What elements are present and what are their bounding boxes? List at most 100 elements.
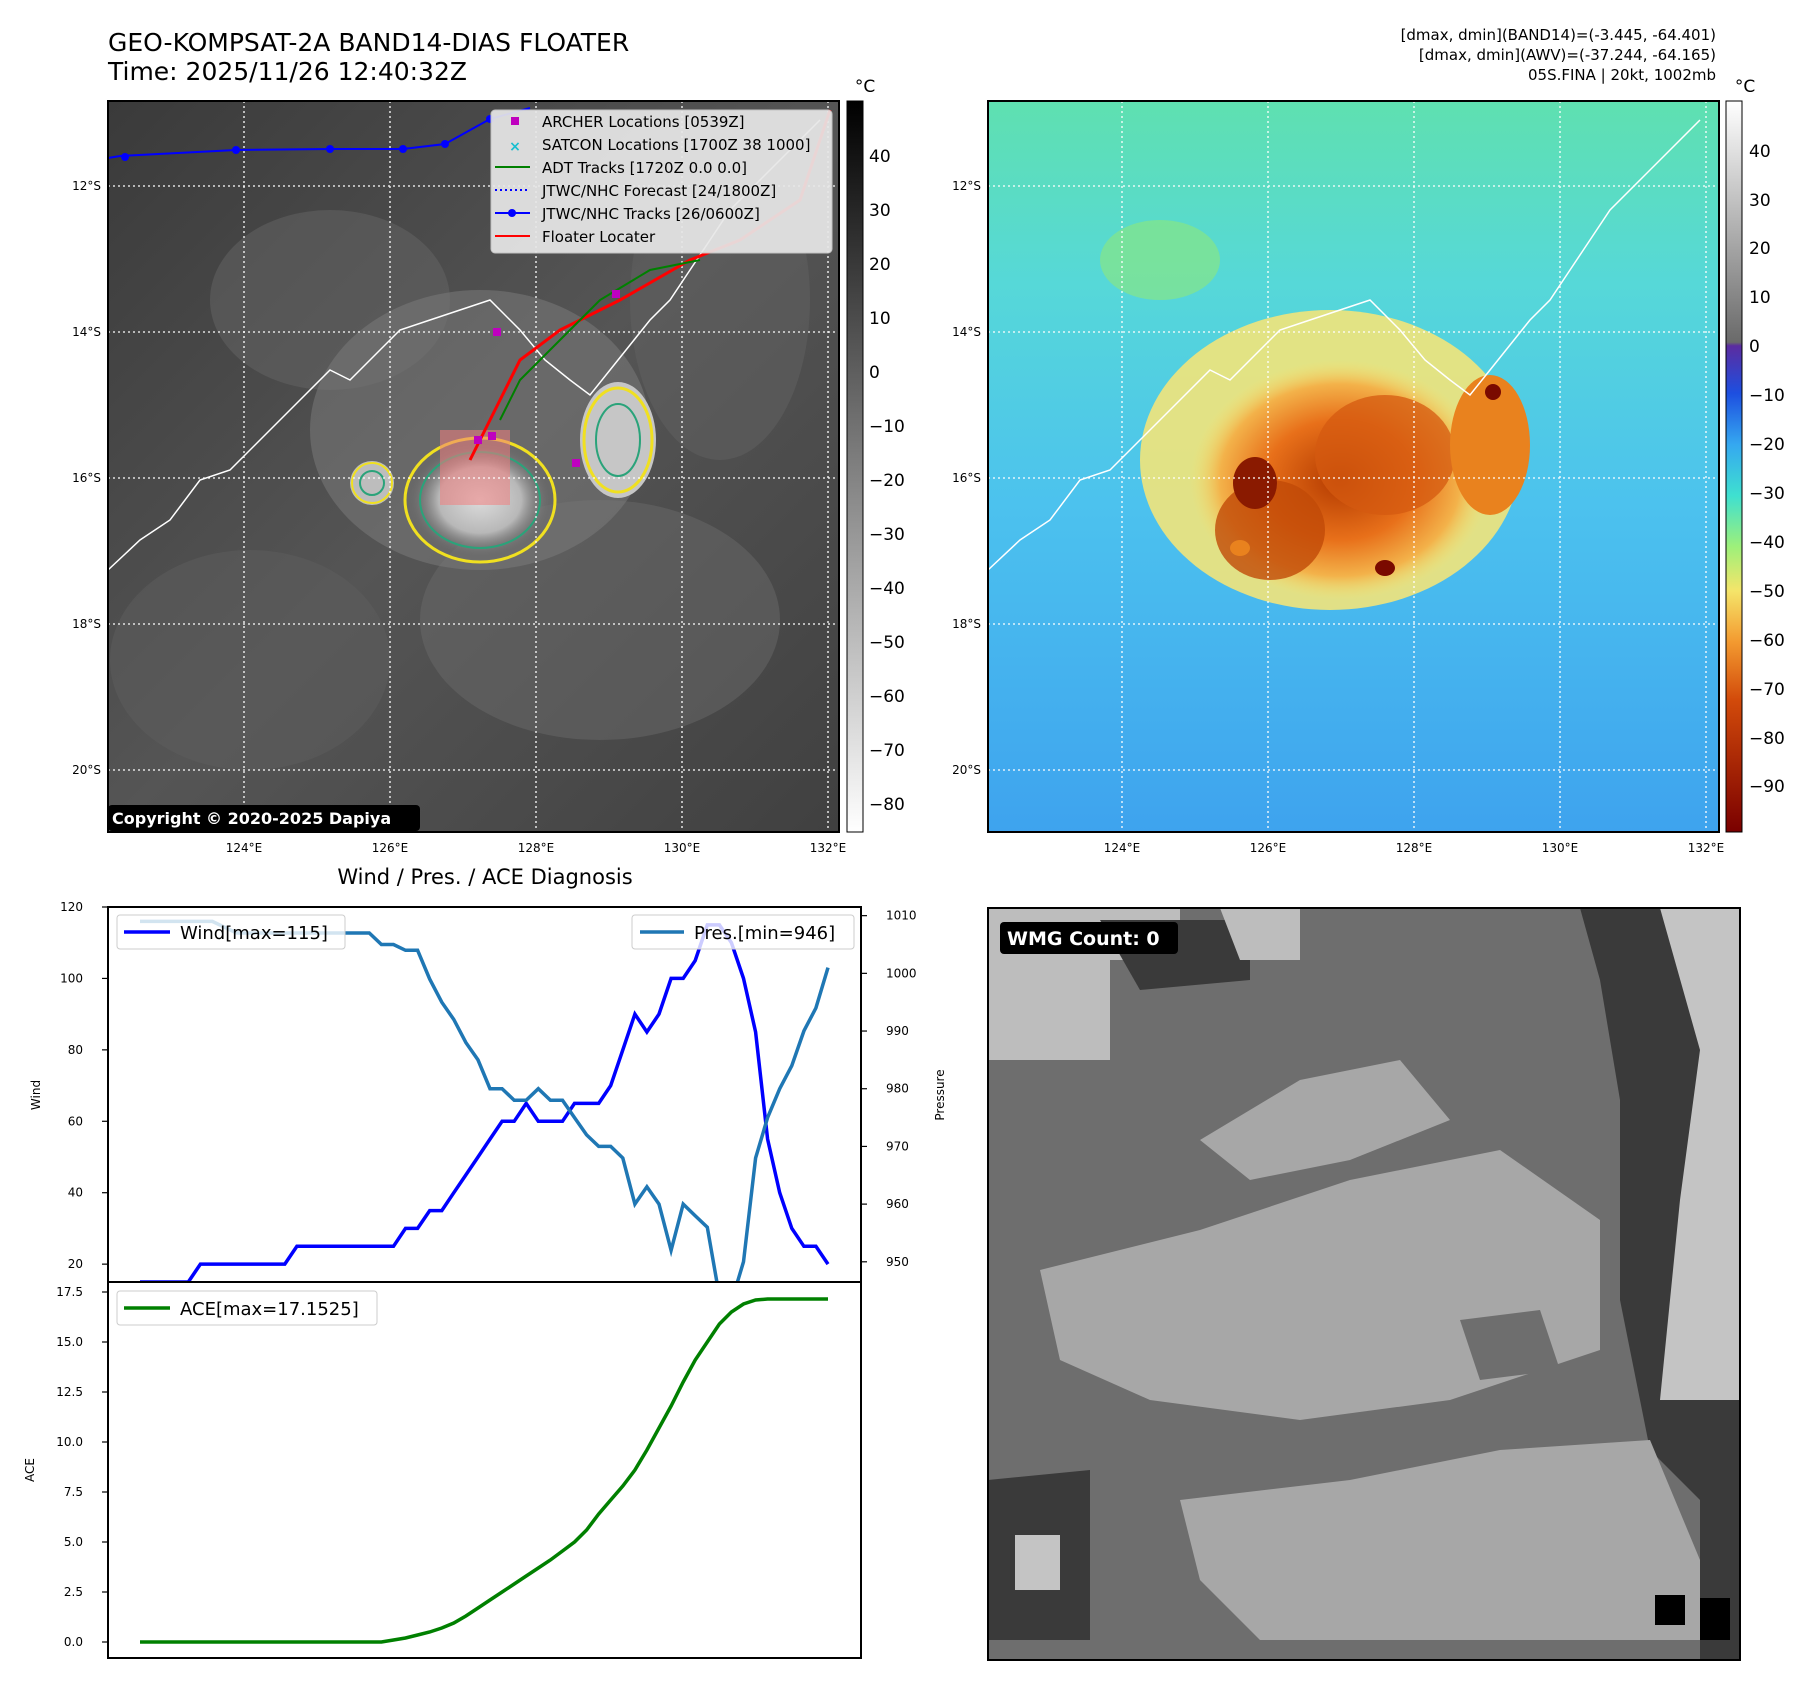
- color-coastline: [988, 119, 1701, 571]
- wind-tick-100-label: 100: [60, 971, 83, 985]
- wind-tick-60-label: 60: [68, 1114, 83, 1128]
- ir-cb-tick-m10: −10: [869, 417, 905, 437]
- color-cb-tick-m70: −70: [1749, 680, 1785, 700]
- wind-tick-20-label: 20: [68, 1257, 83, 1271]
- color-lat-16s: 16°S: [952, 471, 981, 485]
- info-awv-range: [dmax, dmin](AWV)=(-37.244, -64.165): [1419, 46, 1716, 64]
- ir-lon-124e: 124°E: [226, 841, 263, 855]
- color-colorbar-ticks: 40 30 20 10 0 −10 −20 −30 −40 −50 −60 −7…: [1749, 142, 1785, 797]
- ace-series-line: [140, 1297, 828, 1644]
- ace-axis-label: ACE: [23, 1458, 37, 1482]
- ace-y-ticks: 0.0 2.5 5.0 7.5 10.0 12.5 15.0 17.5: [56, 1285, 108, 1649]
- copyright-text: Copyright © 2020-2025 Dapiya: [112, 809, 391, 828]
- pressure-tick-990-label: 990: [886, 1024, 909, 1038]
- pressure-legend-label: Pres.[min=946]: [694, 923, 835, 944]
- ir-lon-labels: 124°E 126°E 128°E 130°E 132°E: [226, 841, 847, 855]
- ir-cb-tick-m40: −40: [869, 579, 905, 599]
- ir-lat-16s: 16°S: [72, 471, 101, 485]
- ir-lat-20s: 20°S: [72, 763, 101, 777]
- ir-cb-tick-30: 30: [869, 201, 891, 221]
- wmg-frame: [987, 907, 1741, 1661]
- ir-east-cell: [580, 382, 656, 498]
- legend-floater-label: Floater Locater: [542, 228, 656, 246]
- wmg-badge: [1000, 922, 1178, 954]
- ir-cb-tick-m30: −30: [869, 525, 905, 545]
- wmg-panel: WMG Count: 0: [987, 907, 1741, 1661]
- pressure-legend-box: [631, 914, 855, 950]
- adt-track: [499, 259, 701, 421]
- color-cb-tick-m60: −60: [1749, 631, 1785, 651]
- pressure-y-ticks: 950 960 970 980 990 1000 1010: [861, 909, 917, 1269]
- legend-satcon-marker: ×: [509, 139, 521, 155]
- ace-tick-0-label: 0.0: [64, 1635, 83, 1649]
- ace-legend-box: [116, 1290, 378, 1326]
- ir-lon-130e: 130°E: [664, 841, 701, 855]
- diagnosis-title: Wind / Pres. / ACE Diagnosis: [337, 865, 632, 889]
- ace-tick-1-label: 2.5: [64, 1585, 83, 1599]
- color-colorbar-unit: °C: [1735, 77, 1755, 97]
- ir-cb-tick-40: 40: [869, 147, 891, 167]
- wind-tick-80-label: 80: [68, 1043, 83, 1057]
- color-cb-tick-m20: −20: [1749, 435, 1785, 455]
- wind-pressure-chart: Wind / Pres. / ACE Diagnosis Wind Pressu…: [29, 865, 947, 1305]
- ir-cb-tick-m60: −60: [869, 687, 905, 707]
- ace-tick-4-label: 10.0: [56, 1435, 83, 1449]
- ir-colorbar-ticks: 40 30 20 10 0 −10 −20 −30 −40 −50 −60 −7…: [869, 147, 905, 815]
- wind-legend-label: Wind[max=115]: [180, 923, 328, 944]
- ir-map-frame: [107, 100, 840, 833]
- ir-cb-tick-m20: −20: [869, 471, 905, 491]
- wind-legend-box: [116, 914, 346, 950]
- color-cb-tick-40: 40: [1749, 142, 1771, 162]
- color-lon-130e: 130°E: [1542, 841, 1579, 855]
- color-cb-tick-20: 20: [1749, 239, 1771, 259]
- color-cb-tick-m30: −30: [1749, 484, 1785, 504]
- ace-tick-7-label: 17.5: [56, 1285, 83, 1299]
- color-cb-tick-m90: −90: [1749, 777, 1785, 797]
- color-map-panel: 12°S 14°S 16°S 18°S 20°S 124°E 126°E 128…: [952, 77, 1785, 855]
- color-east-cell: [1450, 375, 1530, 515]
- ace-tick-5-label: 12.5: [56, 1385, 83, 1399]
- info-band14-range: [dmax, dmin](BAND14)=(-3.445, -64.401): [1401, 26, 1716, 44]
- pressure-tick-960-label: 960: [886, 1197, 909, 1211]
- ir-cb-tick-m80: −80: [869, 795, 905, 815]
- ace-tick-6-label: 15.0: [56, 1335, 83, 1349]
- ir-lon-128e: 128°E: [518, 841, 555, 855]
- color-lon-128e: 128°E: [1396, 841, 1433, 855]
- color-colorbar: [1725, 100, 1743, 833]
- ir-colorbar-unit: °C: [855, 77, 875, 97]
- color-lat-18s: 18°S: [952, 617, 981, 631]
- pressure-tick-980-label: 980: [886, 1082, 909, 1096]
- ace-tick-3-label: 7.5: [64, 1485, 83, 1499]
- color-west-cell: [1233, 457, 1277, 509]
- ir-lat-12s: 12°S: [72, 179, 101, 193]
- ir-cb-tick-m50: −50: [869, 633, 905, 653]
- jtwc-track-line: [108, 107, 531, 159]
- color-lat-20s: 20°S: [952, 763, 981, 777]
- wmg-badge-text: WMG Count: 0: [1007, 928, 1160, 950]
- ir-cb-tick-10: 10: [869, 309, 891, 329]
- legend-tracks-label: JTWC/NHC Tracks [26/0600Z]: [541, 205, 760, 223]
- color-cb-tick-0: 0: [1749, 337, 1760, 357]
- ir-lat-14s: 14°S: [72, 325, 101, 339]
- legend-satcon-label: SATCON Locations [1700Z 38 1000]: [542, 136, 810, 154]
- color-lat-14s: 14°S: [952, 325, 981, 339]
- ir-cb-tick-0: 0: [869, 363, 880, 383]
- wind-tick-40-label: 40: [68, 1186, 83, 1200]
- figure-time: Time: 2025/11/26 12:40:32Z: [107, 57, 467, 86]
- color-cb-tick-30: 30: [1749, 191, 1771, 211]
- color-grid: [988, 101, 1719, 832]
- wind-tick-120-label: 120: [60, 900, 83, 914]
- legend-archer-label: ARCHER Locations [0539Z]: [542, 113, 745, 131]
- color-cb-tick-10: 10: [1749, 288, 1771, 308]
- figure-title: GEO-KOMPSAT-2A BAND14-DIAS FLOATER: [108, 28, 629, 57]
- color-lon-labels: 124°E 126°E 128°E 130°E 132°E: [1104, 841, 1725, 855]
- ir-colorbar: [846, 100, 864, 833]
- ir-west-cell: [350, 461, 394, 505]
- ir-lat-labels: 12°S 14°S 16°S 18°S 20°S: [72, 179, 101, 777]
- legend-adt-label: ADT Tracks [1720Z 0.0 0.0]: [542, 159, 747, 177]
- ace-axes-frame: [107, 1281, 862, 1659]
- map-legend: ARCHER Locations [0539Z] × SATCON Locati…: [490, 109, 833, 254]
- color-lat-labels: 12°S 14°S 16°S 18°S 20°S: [952, 179, 981, 777]
- wmg-band-south: [1180, 1440, 1700, 1640]
